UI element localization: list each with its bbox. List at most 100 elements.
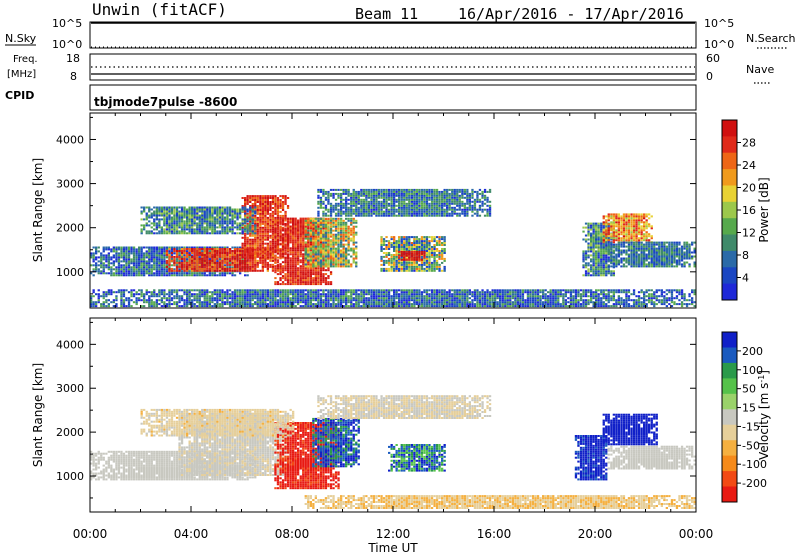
heatmap-cell (423, 257, 426, 260)
heatmap-cell (208, 252, 211, 254)
heatmap-cell (221, 224, 224, 227)
heatmap-cell (284, 245, 287, 248)
heatmap-cell (370, 190, 373, 193)
heatmap-cell (355, 245, 358, 248)
heatmap-cell (191, 257, 194, 260)
heatmap-cell (256, 205, 259, 207)
heatmap-cell (251, 232, 254, 235)
heatmap-cell (223, 269, 227, 272)
heatmap-cell (352, 259, 355, 262)
heatmap-cell (183, 272, 186, 275)
heatmap-cell (408, 242, 411, 244)
heatmap-cell (600, 262, 603, 265)
heatmap-cell (405, 196, 408, 199)
heatmap-cell (264, 222, 267, 225)
heatmap-cell (387, 240, 391, 243)
heatmap-cell (279, 231, 282, 234)
heatmap-cell (218, 222, 222, 225)
heatmap-cell (130, 252, 133, 255)
heatmap-cell (115, 272, 118, 275)
heatmap-cell (302, 269, 305, 272)
heatmap-cell (605, 246, 608, 249)
heatmap-cell (433, 236, 436, 239)
heatmap-cell (160, 230, 163, 233)
heatmap-cell (430, 255, 434, 258)
heatmap-cell (198, 222, 201, 225)
heatmap-cell (271, 214, 275, 217)
heatmap-cell (218, 250, 222, 252)
heatmap-cell (294, 253, 297, 256)
heatmap-cell (264, 232, 267, 235)
heatmap-cell (256, 212, 259, 215)
heatmap-cell (438, 192, 441, 195)
heatmap-cell (105, 258, 108, 261)
heatmap-cell (443, 196, 446, 199)
heatmap-cell (130, 270, 133, 273)
heatmap-cell (324, 229, 328, 232)
heatmap-cell (125, 266, 128, 269)
heatmap-cell (246, 274, 249, 277)
heatmap-cell (112, 254, 115, 257)
heatmap-cell (584, 238, 588, 241)
heatmap-cell (395, 240, 398, 243)
heatmap-cell (413, 258, 416, 261)
heatmap-cell (387, 192, 391, 195)
heatmap-cell (261, 261, 264, 264)
heatmap-cell (221, 206, 224, 209)
heatmap-cell (281, 281, 285, 284)
heatmap-cell (100, 256, 103, 259)
heatmap-cell (178, 265, 181, 268)
heatmap-cell (352, 257, 355, 260)
heatmap-cell (239, 252, 242, 254)
heatmap-cell (279, 217, 282, 220)
heatmap-cell (382, 240, 386, 243)
heatmap-cell (380, 194, 383, 197)
heatmap-cell (430, 192, 434, 195)
cpid-label: CPID (5, 89, 34, 102)
heatmap-cell (590, 228, 593, 231)
heatmap-cell (446, 200, 449, 203)
heatmap-cell (203, 252, 206, 254)
heatmap-cell (244, 206, 247, 209)
heatmap-cell (289, 271, 292, 274)
heatmap-cell (274, 224, 277, 227)
heatmap-cell (605, 274, 608, 277)
heatmap-cell (317, 251, 320, 254)
heatmap-cell (231, 274, 234, 277)
heatmap-cell (430, 204, 434, 207)
heatmap-cell (188, 222, 191, 225)
heatmap-cell (180, 232, 184, 235)
heatmap-cell (595, 232, 598, 235)
heatmap-cell (337, 239, 340, 242)
heatmap-cell (125, 260, 128, 263)
heatmap-cell (400, 198, 403, 201)
heatmap-cell (405, 210, 408, 213)
heatmap-cell (143, 210, 146, 213)
heatmap-cell (319, 237, 323, 240)
heatmap-cell (405, 261, 408, 264)
heatmap-cell (337, 241, 340, 244)
heatmap-cell (382, 255, 386, 258)
heatmap-cell (307, 249, 310, 252)
heatmap-cell (304, 261, 307, 264)
heatmap-cell (279, 249, 282, 252)
heatmap-cell (269, 207, 272, 209)
heatmap-cell (365, 206, 368, 209)
heatmap-cell (476, 196, 479, 199)
heatmap-cell (186, 212, 189, 215)
heatmap-cell (317, 221, 320, 224)
heatmap-cell (289, 273, 292, 276)
heatmap-cell (201, 226, 204, 229)
heatmap-cell (602, 272, 605, 275)
heatmap-cell (284, 243, 287, 246)
heatmap-cell (370, 214, 373, 217)
heatmap-cell (239, 267, 242, 270)
heatmap-cell (595, 242, 598, 245)
heatmap-cell (299, 231, 302, 234)
heatmap-cell (239, 222, 242, 225)
heatmap-cell (415, 256, 418, 259)
heatmap-cell (163, 264, 166, 267)
heatmap-cell (468, 204, 471, 207)
heatmap-cell (468, 198, 471, 201)
heatmap-cell (274, 236, 277, 239)
